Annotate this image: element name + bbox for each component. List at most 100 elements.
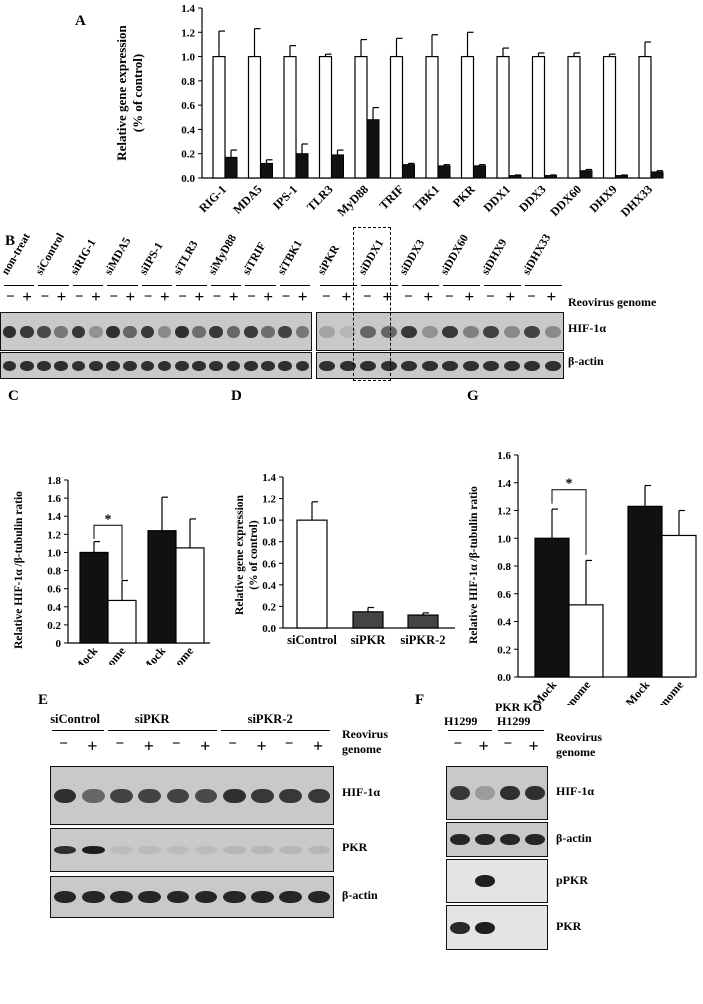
- minus-sign: −: [247, 289, 256, 305]
- chart-a-y-tick-label: 0.4: [181, 124, 195, 136]
- minus-sign: −: [115, 736, 125, 752]
- chart-a-bar-knockdown: [615, 175, 628, 179]
- chart-a-bar-knockdown: [402, 164, 415, 179]
- chart-c-ylabel: Relative HIF-1α /β-tubulin ratio: [13, 491, 25, 649]
- blot-e-actin: [50, 876, 334, 918]
- chart-a-y-tick-label: 1.2: [181, 27, 195, 39]
- panel-label-e: E: [38, 692, 49, 708]
- chart-g-bar: [627, 505, 663, 678]
- chart-a-bar-control: [247, 55, 262, 179]
- blot-band: [524, 834, 545, 845]
- minus-sign: −: [445, 289, 454, 305]
- chart-d-y-tick-label: 1.4: [262, 472, 276, 484]
- chart-a-category-label: DHX9: [587, 182, 620, 215]
- panel-label-a: A: [75, 13, 86, 29]
- blot-band: [243, 360, 258, 371]
- blot-f-hif: [446, 766, 548, 820]
- plus-sign: +: [546, 287, 557, 306]
- blot-b-hif-left: [0, 312, 312, 351]
- plus-sign: +: [143, 736, 154, 756]
- chart-a-category-label: DDX1: [481, 182, 514, 215]
- blot-b-lane-label: siDHX9: [479, 237, 510, 277]
- chart-a-category-label: IPS-1: [270, 182, 300, 212]
- blot-b-lane-label: siDDX60: [438, 232, 472, 277]
- minus-sign: −: [109, 289, 118, 305]
- group-underline: [402, 285, 439, 286]
- plus-sign: +: [464, 287, 475, 306]
- blot-band: [2, 325, 17, 338]
- minus-sign: −: [453, 736, 463, 752]
- plus-sign: +: [478, 736, 489, 756]
- minus-sign: −: [171, 736, 181, 752]
- blot-band: [192, 360, 206, 371]
- blot-band: [401, 325, 418, 338]
- chart-a-bar-control: [389, 55, 404, 179]
- plus-sign: +: [200, 736, 211, 756]
- blot-band: [194, 891, 218, 903]
- blot-band: [307, 891, 331, 903]
- blot-band: [37, 325, 51, 338]
- f-reovirus-label: Reovirus genome: [556, 730, 602, 759]
- blot-band: [243, 325, 258, 338]
- plus-sign: +: [382, 287, 393, 306]
- minus-sign: −: [40, 289, 49, 305]
- blot-band: [442, 360, 459, 371]
- plus-sign: +: [22, 287, 32, 306]
- blot-b: non-treat − + siControl − + siRIG-1− + siMDA5− + s…: [0, 227, 703, 385]
- chart-g-y-tick-label: 0.8: [497, 561, 511, 573]
- minus-sign: −: [486, 289, 495, 305]
- group-underline: [107, 285, 138, 286]
- chart-c-category-label: Mock: [71, 644, 101, 665]
- blot-b-lane-label: siDHX33: [520, 232, 554, 277]
- blot-band: [474, 921, 495, 934]
- group-underline: [498, 730, 544, 731]
- minus-sign: −: [59, 736, 68, 752]
- chart-a-y-tick-label: 0.0: [181, 173, 195, 185]
- chart-c-y-tick-label: 0.2: [47, 620, 61, 632]
- chart-a-ylabel: Relative gene expression(% of control): [114, 24, 145, 160]
- chart-a-category-label: DDX60: [547, 182, 584, 219]
- blot-f-ppkr: [446, 859, 548, 903]
- chart-a-category-label: MDA5: [230, 182, 264, 216]
- plus-sign: +: [56, 287, 67, 306]
- chart-g-y-tick-label: 1.0: [497, 533, 511, 545]
- blot-f: H1299 PKR KO H1299− + − + Reovirus genome HIF-…: [440, 690, 700, 1000]
- plus-sign: +: [194, 287, 205, 306]
- blot-band: [140, 325, 155, 338]
- group-underline: [210, 285, 242, 286]
- chart-a-bar-knockdown: [473, 165, 486, 179]
- blot-band: [223, 846, 246, 854]
- group-underline: [525, 285, 562, 286]
- blot-b-lane-label: siMDA5: [102, 235, 134, 277]
- blot-band: [106, 325, 120, 338]
- blot-band: [483, 325, 500, 338]
- chart-g: 0.0 0.2 0.4 0.6 0.8 1.0 1.2 1.4 1.6 Relative HIF-…: [468, 450, 697, 705]
- chart-a-bar-knockdown: [331, 154, 344, 179]
- chart-a-bar-control: [460, 55, 475, 179]
- f-row-ppkr: pPKR: [556, 873, 589, 887]
- panel-label-b: B: [5, 233, 16, 249]
- chart-a-category-label: TLR3: [304, 182, 336, 214]
- chart-c-y-tick-label: 0.8: [47, 566, 61, 578]
- chart-c-y-tick-label: 1.8: [47, 475, 61, 487]
- blot-band: [295, 325, 310, 338]
- blot-band: [319, 325, 336, 338]
- blot-band: [53, 891, 77, 903]
- row-label-hif: HIF-1α: [568, 321, 607, 335]
- blot-f-group-label: H1299: [497, 714, 531, 728]
- plus-sign: +: [160, 287, 170, 306]
- blot-band: [71, 360, 86, 371]
- blot-b-lane-label: siControl: [34, 231, 68, 277]
- blot-band: [138, 891, 161, 903]
- chart-a-category-label: RIG-1: [196, 182, 229, 215]
- chart-a-bar-control: [531, 55, 546, 179]
- chart-a-bar-control: [283, 55, 297, 179]
- blot-band: [319, 360, 336, 371]
- group-underline: [4, 285, 35, 286]
- blot-band: [544, 360, 561, 371]
- e-row-actin: β-actin: [342, 888, 378, 902]
- chart-d-category-label: siControl: [287, 633, 337, 647]
- blot-band: [140, 360, 155, 371]
- group-underline: [176, 285, 207, 286]
- plus-sign: +: [505, 287, 516, 306]
